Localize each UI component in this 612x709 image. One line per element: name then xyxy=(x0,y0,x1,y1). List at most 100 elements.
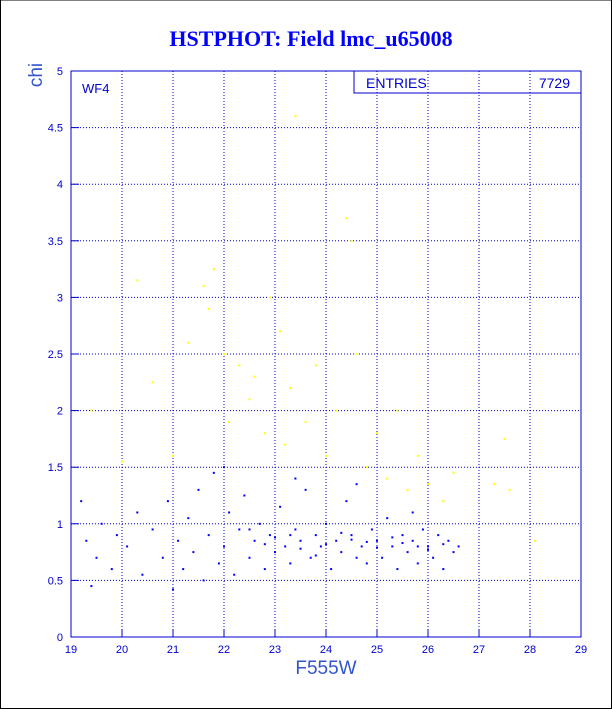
plot-frame xyxy=(70,70,582,638)
point xyxy=(110,568,113,571)
point xyxy=(141,573,144,576)
point xyxy=(376,432,378,435)
point xyxy=(90,585,93,588)
point xyxy=(217,562,220,565)
point xyxy=(452,551,455,554)
point xyxy=(279,330,282,333)
y-tick-label: 2 xyxy=(57,406,63,418)
y-tick-label: 1 xyxy=(57,519,63,531)
point xyxy=(294,477,297,480)
x-tick-label: 26 xyxy=(422,644,434,656)
point xyxy=(90,409,93,412)
point xyxy=(207,534,210,537)
point xyxy=(253,539,256,542)
x-tick-label: 19 xyxy=(65,644,77,656)
point xyxy=(192,551,195,554)
x-tick-label: 20 xyxy=(116,644,128,656)
point xyxy=(263,432,266,435)
point xyxy=(314,364,317,367)
point xyxy=(427,545,429,548)
point xyxy=(314,534,317,537)
point xyxy=(335,539,338,542)
point xyxy=(223,353,225,355)
point xyxy=(182,568,185,571)
point xyxy=(274,536,276,539)
stats-value: 7729 xyxy=(539,75,570,91)
point xyxy=(421,528,424,531)
point xyxy=(80,500,83,503)
point xyxy=(294,528,297,531)
y-tick-label: 4.5 xyxy=(48,123,63,135)
point xyxy=(151,528,154,531)
point xyxy=(493,483,496,486)
point xyxy=(289,562,292,565)
point xyxy=(411,511,414,514)
y-tick-label: 5 xyxy=(57,66,63,78)
point xyxy=(452,471,455,474)
x-tick-label: 28 xyxy=(524,644,536,656)
point xyxy=(238,364,241,367)
point xyxy=(355,556,358,559)
point xyxy=(391,536,394,539)
x-tick-label: 21 xyxy=(167,644,179,656)
point xyxy=(396,568,399,571)
point xyxy=(416,562,419,565)
point xyxy=(376,546,378,549)
point xyxy=(396,409,399,412)
point xyxy=(233,573,236,576)
point xyxy=(85,539,88,542)
point xyxy=(365,466,368,469)
point xyxy=(406,488,409,491)
point xyxy=(253,375,256,378)
point xyxy=(228,511,231,514)
x-tick-label: 27 xyxy=(473,644,485,656)
y-axis-label: chi xyxy=(26,63,47,87)
point xyxy=(401,534,404,537)
point xyxy=(350,538,353,541)
point xyxy=(248,528,251,531)
point xyxy=(248,556,251,559)
point xyxy=(345,217,348,220)
point xyxy=(289,386,292,389)
point xyxy=(268,534,271,537)
point xyxy=(115,534,118,537)
point xyxy=(411,539,414,542)
point xyxy=(304,420,307,423)
point xyxy=(350,534,353,537)
point xyxy=(126,545,129,548)
y-tick-label: 0.5 xyxy=(48,575,63,587)
point xyxy=(416,454,419,457)
point xyxy=(223,545,225,548)
y-tick-label: 2.5 xyxy=(48,349,63,361)
x-tick-label: 29 xyxy=(575,644,587,656)
point xyxy=(340,551,343,554)
point xyxy=(172,454,174,457)
point xyxy=(166,500,169,503)
y-tick-label: 0 xyxy=(57,632,63,644)
point xyxy=(304,488,307,491)
point xyxy=(151,381,154,384)
point xyxy=(381,556,384,559)
point xyxy=(197,488,200,491)
point xyxy=(534,539,537,542)
point xyxy=(228,420,231,423)
point xyxy=(325,522,327,525)
point xyxy=(345,500,348,503)
point xyxy=(289,534,292,537)
point xyxy=(355,483,358,486)
annotation: WF4 xyxy=(82,81,109,96)
point xyxy=(330,568,333,571)
point xyxy=(442,568,445,571)
stats-label: ENTRIES xyxy=(366,75,427,91)
point xyxy=(207,307,210,310)
point xyxy=(427,483,429,486)
point xyxy=(161,556,164,559)
point xyxy=(202,579,205,582)
point xyxy=(121,460,123,463)
x-tick-label: 22 xyxy=(218,644,230,656)
point xyxy=(136,279,139,282)
point xyxy=(360,545,363,548)
point xyxy=(432,556,435,559)
point xyxy=(365,540,368,543)
